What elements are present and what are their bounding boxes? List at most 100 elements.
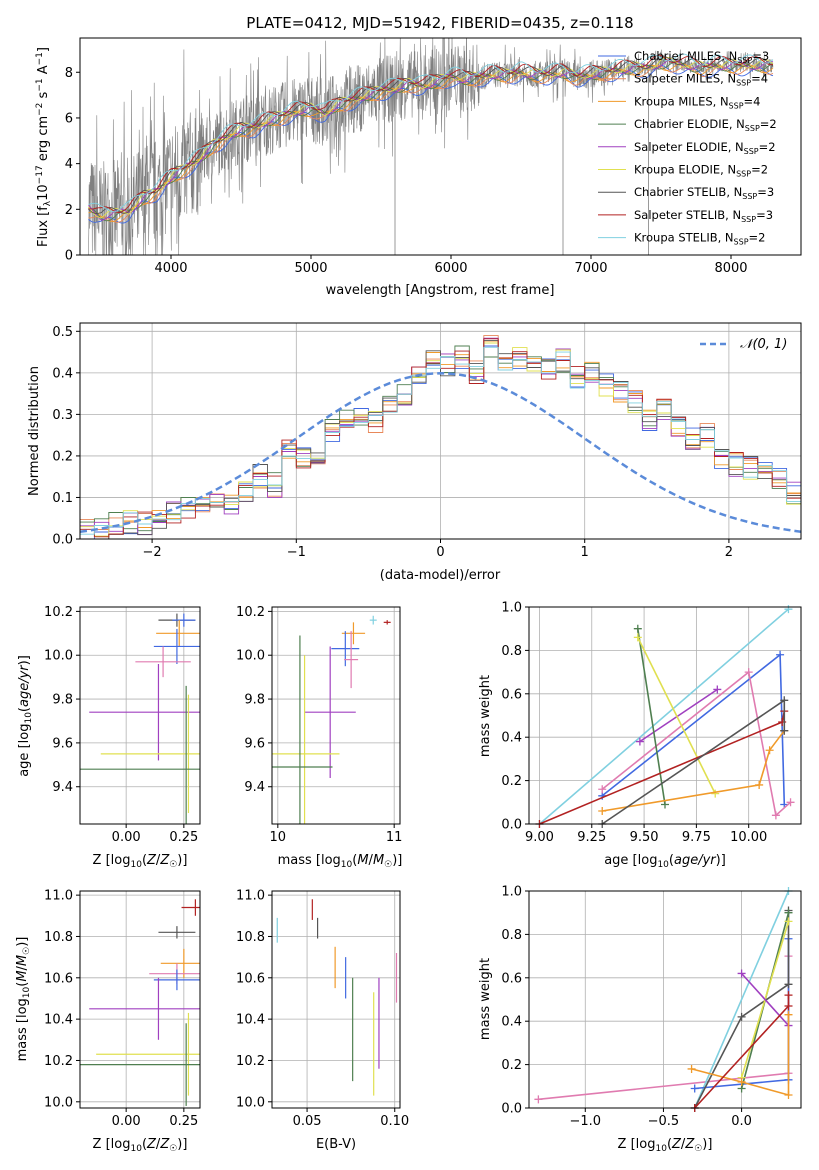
weight-z-y-tick-label: 1.0 xyxy=(501,885,522,900)
spectrum-y-tick-label: 2 xyxy=(65,203,73,218)
mass-ebv-y-tick-label: 10.6 xyxy=(236,971,265,986)
weight-age-point-marker xyxy=(711,789,720,798)
mass-z-y-tick-label: 10.0 xyxy=(44,1095,73,1110)
weight-age-point-marker xyxy=(661,800,669,809)
mass-ebv-x-tick-label: 0.10 xyxy=(380,1114,409,1129)
age-mass-y-tick-label: 9.4 xyxy=(244,780,265,795)
weight-age-point-marker xyxy=(780,726,789,735)
spectrum-xlabel: wavelength [Angstrom, rest frame] xyxy=(326,283,555,298)
weight-age-x-tick-label: 10.00 xyxy=(730,830,767,845)
spectrum-x-tick-label: 8000 xyxy=(714,261,747,276)
weight-age-series-line xyxy=(639,688,718,743)
weight-age-point-marker xyxy=(598,806,607,815)
weight-z-point-marker xyxy=(690,1084,699,1093)
mass-z-xlabel: Z [log10(Z/Z☉)] xyxy=(93,1137,188,1154)
mass-z-y-tick-label: 10.6 xyxy=(44,971,73,986)
age-vs-mass-panel: 10 11 9.4 9.6 9.8 10.0 10.2 mass [log10(M/M☉)] xyxy=(236,605,403,870)
age-z-x-tick-label: 0.25 xyxy=(169,830,198,845)
spectrum-legend-label: Chabrier MILES, NSSP=3 xyxy=(634,49,769,65)
age-z-ylabel: age [log10(age/yr)] xyxy=(17,655,34,777)
weight-z-y-tick-label: 0.2 xyxy=(501,1058,522,1073)
age-mass-y-tick-label: 9.8 xyxy=(244,693,265,708)
weight-age-x-tick-label: 9.75 xyxy=(682,830,711,845)
spectrum-axes-frame xyxy=(79,37,802,256)
model-spectrum-line xyxy=(88,60,774,222)
mass-ebv-plot-area xyxy=(276,899,398,1096)
weight-age-point-marker xyxy=(780,696,789,705)
age-mass-x-tick-label: 11 xyxy=(386,830,403,845)
histogram-step-line xyxy=(80,338,801,539)
mass-ebv-y-tick-label: 10.4 xyxy=(236,1013,265,1028)
model-spectrum-line xyxy=(88,54,774,213)
mass-vs-metallicity-panel: 0.00 0.25 10.0 10.2 10.4 10.6 10.8 11.0 Z [log1… xyxy=(15,889,201,1154)
histogram-step-line xyxy=(80,346,801,539)
mass-ebv-axes-frame xyxy=(271,890,401,1109)
weight-z-axes-frame xyxy=(528,890,802,1109)
histogram-x-tick-label: 0 xyxy=(436,545,444,560)
age-mass-xlabel: mass [log10(M/M☉)] xyxy=(278,853,403,870)
weight-age-series-line xyxy=(601,653,786,805)
age-z-xlabel: Z [log10(Z/Z☉)] xyxy=(93,853,188,870)
spectrum-x-tick-label: 4000 xyxy=(154,261,187,276)
weight-age-y-tick-label: 0.0 xyxy=(501,818,522,833)
histogram-ylabel: Normed distribution xyxy=(27,366,42,496)
histogram-y-tick-label: 0.5 xyxy=(52,325,73,340)
weight-age-point-marker xyxy=(776,650,785,659)
histogram-x-tick-label: 1 xyxy=(581,545,589,560)
weight-age-point-marker xyxy=(633,624,642,633)
weight-age-ylabel: mass weight xyxy=(478,675,493,757)
age-mass-x-tick-label: 10 xyxy=(270,830,287,845)
weight-age-y-tick-label: 0.4 xyxy=(501,731,522,746)
mass-z-axes-frame xyxy=(79,890,201,1109)
weight-z-x-tick-label: −0.5 xyxy=(648,1114,680,1129)
age-mass-y-tick-label: 10.2 xyxy=(236,605,265,620)
mass-weight-vs-age-panel: 9.00 9.25 9.50 9.75 10.000.00.20.40.60.81.0 … xyxy=(478,601,802,870)
mass-z-plot-area xyxy=(80,899,200,1106)
histogram-x-tick-label: 2 xyxy=(725,545,733,560)
weight-age-series-line xyxy=(637,628,666,805)
weight-z-point-marker xyxy=(784,1002,793,1011)
gaussian-curve xyxy=(80,372,801,533)
weight-age-point-marker xyxy=(755,780,764,789)
histogram-y-tick-label: 0.0 xyxy=(52,533,73,548)
spectrum-x-tick-label: 7000 xyxy=(574,261,607,276)
weight-age-point-marker xyxy=(771,811,780,820)
weight-z-point-marker xyxy=(784,991,793,1000)
mass-ebv-y-tick-label: 11.0 xyxy=(236,889,265,904)
model-spectrum-line xyxy=(88,64,774,223)
weight-age-point-marker xyxy=(713,685,722,694)
histogram-step-line xyxy=(80,335,801,539)
age-z-axes-frame xyxy=(79,606,201,825)
weight-z-y-tick-label: 0.6 xyxy=(501,971,522,986)
mass-vs-extinction-panel: 0.05 0.10 10.0 10.2 10.4 10.6 10.8 11.0 E(B-V) xyxy=(236,889,409,1152)
weight-age-series-line xyxy=(601,670,792,817)
age-z-plot-area xyxy=(80,613,200,824)
spectrum-legend-label: Chabrier STELIB, NSSP=3 xyxy=(634,185,774,201)
spectrum-legend-label: Kroupa STELIB, NSSP=2 xyxy=(634,231,765,247)
spectrum-legend: Chabrier MILES, NSSP=3 Salpeter MILES, NS… xyxy=(598,49,777,247)
weight-age-x-tick-label: 9.00 xyxy=(525,830,554,845)
age-z-x-tick-label: 0.00 xyxy=(112,830,141,845)
weight-age-point-marker xyxy=(744,668,753,677)
mass-ebv-y-tick-label: 10.8 xyxy=(236,930,265,945)
mass-z-y-tick-label: 10.4 xyxy=(44,1013,73,1028)
weight-z-point-marker xyxy=(687,1064,696,1073)
model-spectrum-line xyxy=(88,57,774,219)
histogram-step-line xyxy=(80,340,801,539)
model-spectrum-line xyxy=(88,58,774,221)
spectrum-ylabel: Flux [fλ10−17 erg cm−2 s−1 A−1] xyxy=(35,47,53,247)
spectrum-y-tick-label: 4 xyxy=(65,157,73,172)
spectrum-x-tick-label: 6000 xyxy=(434,261,467,276)
gaussian-legend-label: 𝒩(0, 1) xyxy=(740,337,787,352)
residual-histogram-panel: −2 −1 0 1 2 0.0 0.1 0.2 0.3 0.4 0.5 (data-model)/e… xyxy=(27,322,802,583)
weight-z-ylabel: mass weight xyxy=(478,958,493,1040)
mass-z-ylabel: mass [log10(M/M☉)] xyxy=(15,937,32,1062)
weight-z-point-marker xyxy=(737,1012,746,1021)
weight-z-x-tick-label: 0.0 xyxy=(731,1114,752,1129)
weight-z-point-marker xyxy=(784,908,793,917)
histogram-x-tick-label: −2 xyxy=(143,545,162,560)
histogram-y-tick-label: 0.2 xyxy=(52,449,73,464)
histogram-y-tick-label: 0.1 xyxy=(52,491,73,506)
age-z-y-tick-label: 10.0 xyxy=(44,649,73,664)
age-z-y-tick-label: 9.4 xyxy=(52,780,73,795)
